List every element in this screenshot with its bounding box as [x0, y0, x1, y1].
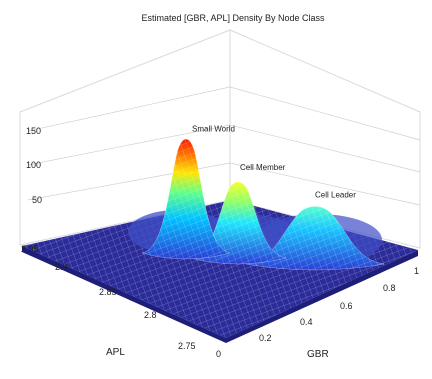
z-grid-line [229, 162, 421, 206]
annotation-cell-member: Cell Member [240, 163, 286, 172]
z-tick-label: 100 [26, 160, 41, 170]
apl-tick-label: 2.85 [99, 287, 117, 297]
peak-cell-leader-mesh [246, 206, 384, 270]
z-grid-line [27, 124, 231, 166]
gbr-tick-label: 0.8 [383, 283, 396, 293]
apl-tick-label: 2.95 [21, 244, 39, 254]
annotation-small-world: Small World [192, 125, 235, 134]
gbr-axis: 0 0.2 0.4 0.6 0.8 1 GBR [216, 266, 419, 360]
apl-tick-label: 2.75 [178, 341, 196, 351]
z-grid-line [229, 124, 421, 173]
apl-tick-label: 2.9 [55, 262, 68, 272]
peak-small-world-mesh [142, 139, 230, 259]
annotation-cell-leader: Cell Leader [315, 191, 356, 200]
apl-axis-label: APL [106, 347, 125, 358]
apl-axis: 2.95 2.9 2.85 2.8 2.75 APL [21, 244, 196, 358]
back-wall-right [229, 29, 421, 249]
z-tick-label: 150 [26, 126, 41, 136]
z-ticks: 150 100 50 [26, 86, 421, 206]
density-peaks [141, 138, 385, 271]
gbr-tick-label: 1 [414, 266, 419, 276]
gbr-axis-label: GBR [307, 349, 329, 360]
apl-tick-label: 2.8 [144, 310, 157, 320]
gbr-tick-label: 0.2 [259, 333, 272, 343]
z-grid-line [27, 86, 231, 132]
chart-title: Estimated [GBR, APL] Density By Node Cla… [141, 13, 325, 23]
gbr-tick-label: 0.4 [300, 317, 313, 327]
gbr-tick-label: 0.6 [340, 301, 353, 311]
z-grid-line [229, 86, 421, 141]
gbr-tick-label: 0 [216, 349, 221, 359]
z-tick-label: 50 [32, 195, 42, 205]
